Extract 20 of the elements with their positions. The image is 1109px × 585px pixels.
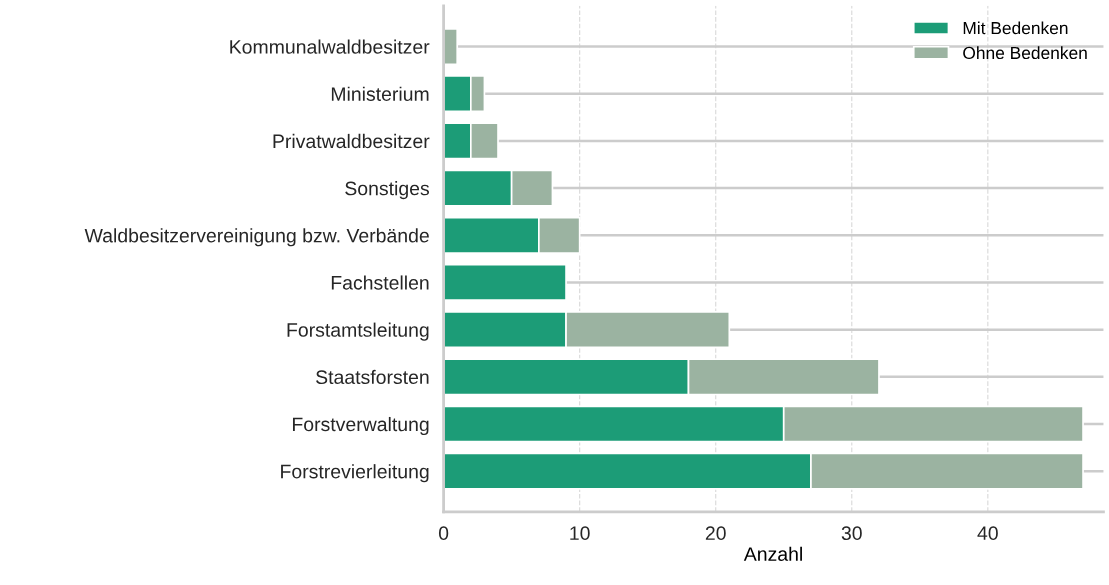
x-tick-label: 40 (977, 526, 998, 541)
y-tick-label: Staatsforsten (316, 369, 429, 385)
legend-label: Ohne Bedenken (963, 46, 1087, 60)
x-tick-label: 0 (438, 526, 449, 541)
x-axis-title: Anzahl (743, 546, 802, 561)
x-tick-label: 10 (570, 526, 590, 541)
x-tick-label: 20 (705, 526, 726, 541)
y-tick-label: Ministerium (331, 86, 429, 101)
y-tick-label: Sonstiges (345, 181, 430, 200)
y-tick-label: Kommunalwaldbesitzer (230, 39, 430, 54)
y-tick-label: Waldbesitzervereinigung bzw. Verbände (84, 228, 429, 247)
bar (443, 28, 459, 66)
y-tick-label: Fachstellen (331, 275, 429, 290)
y-tick-label: Forstamtsleitung (287, 322, 429, 341)
y-tick-label: Forstrevierleitung (281, 464, 429, 483)
y-tick-label: Forstverwaltung (292, 416, 429, 436)
bar (443, 263, 567, 301)
legend-label: Mit Bedenken (963, 21, 1068, 35)
y-tick-label: Privatwaldbesitzer (273, 133, 430, 149)
x-tick-label: 30 (841, 526, 862, 541)
